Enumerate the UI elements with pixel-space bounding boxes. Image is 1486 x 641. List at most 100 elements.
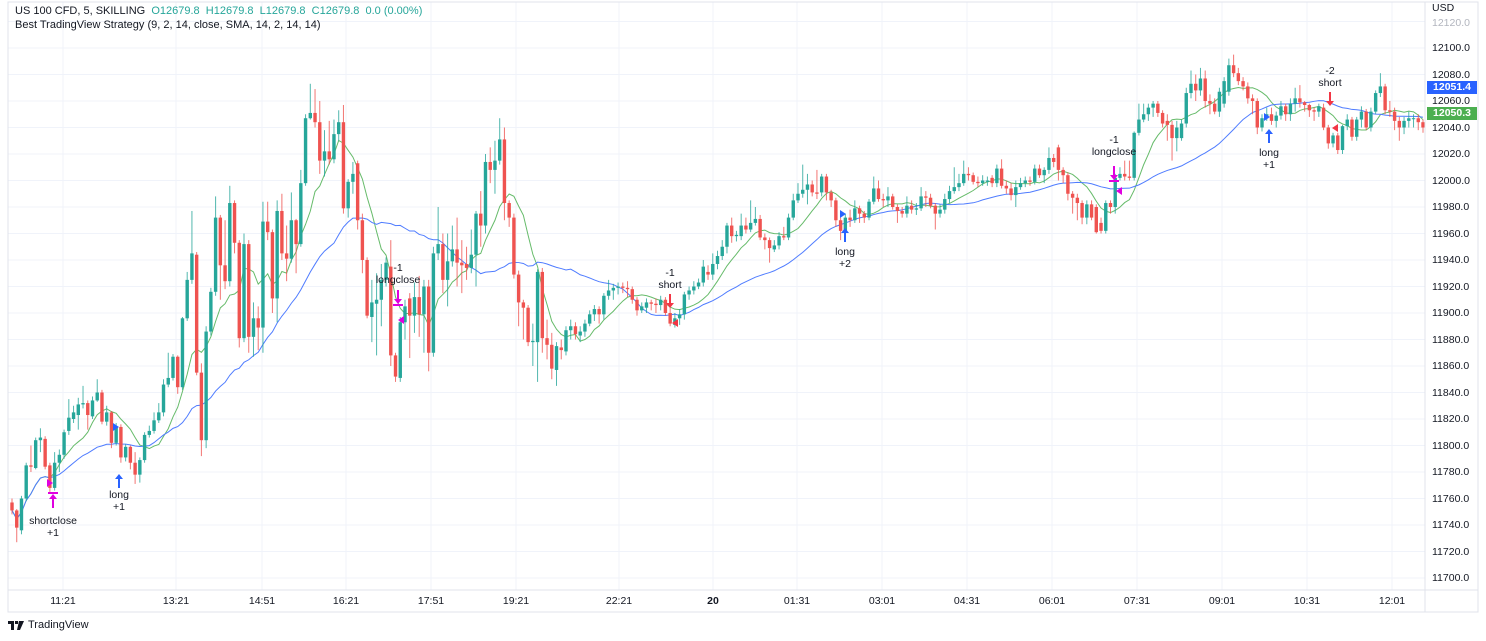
candle-body xyxy=(128,446,133,463)
high-value: H12679.8 xyxy=(205,5,254,17)
candle-body xyxy=(176,356,180,388)
candle xyxy=(753,207,758,226)
candle-body xyxy=(905,205,909,214)
candle-body xyxy=(507,203,511,218)
candle-body xyxy=(1085,204,1089,218)
candle xyxy=(933,203,938,230)
candle-body xyxy=(895,207,900,211)
candle xyxy=(658,295,663,311)
candle xyxy=(559,339,563,360)
candle-body xyxy=(313,112,317,123)
candle-body xyxy=(677,314,682,319)
candle-body xyxy=(280,210,284,254)
candle xyxy=(573,322,578,340)
candle xyxy=(1260,114,1264,132)
symbol-legend[interactable]: US 100 CFD, 5, SKILLING O12679.8 H12679.… xyxy=(15,5,422,17)
candle-body xyxy=(867,201,871,218)
price-tick: 11760.0 xyxy=(1432,492,1470,505)
candle-body xyxy=(370,302,374,317)
candle xyxy=(1123,160,1127,181)
candle xyxy=(611,283,616,300)
time-tick: 12:01 xyxy=(1378,595,1406,607)
candle-body xyxy=(62,432,66,455)
price-tick: 11900.0 xyxy=(1432,307,1470,319)
candle xyxy=(767,237,772,263)
candle xyxy=(928,193,933,209)
candle xyxy=(526,305,530,347)
candle xyxy=(95,379,99,402)
candle-body xyxy=(805,184,810,190)
candle xyxy=(1194,74,1198,101)
candle xyxy=(848,209,852,227)
candle xyxy=(1179,119,1184,141)
candle xyxy=(374,273,379,356)
candle xyxy=(1189,70,1193,99)
strategy-legend[interactable]: Best TradingView Strategy (9, 2, 14, clo… xyxy=(15,19,321,31)
candle-body xyxy=(635,299,639,311)
price-tick: 12080.0 xyxy=(1432,68,1470,81)
candle-body xyxy=(1345,119,1349,127)
candle xyxy=(1028,176,1032,186)
candle-body xyxy=(412,297,417,316)
candle-body xyxy=(1004,185,1009,189)
candle-body xyxy=(857,208,862,214)
candle-body xyxy=(938,209,942,214)
candle-body xyxy=(782,236,786,238)
candle xyxy=(1383,83,1387,115)
candle xyxy=(299,169,303,247)
candle xyxy=(654,298,658,313)
candle xyxy=(706,265,710,280)
candle-body xyxy=(971,175,975,182)
candle-body xyxy=(497,139,502,161)
candle-body xyxy=(483,161,488,226)
candle-body xyxy=(687,290,691,295)
candle xyxy=(1212,98,1217,115)
candle-body xyxy=(791,200,795,218)
candle xyxy=(232,200,237,254)
candle xyxy=(1137,103,1141,136)
candle-body xyxy=(114,426,118,443)
candle xyxy=(71,405,76,423)
signal-label-bottom: longclose xyxy=(1091,146,1137,158)
candle xyxy=(242,233,246,343)
candle xyxy=(57,449,62,472)
candle-body xyxy=(753,218,758,223)
candle-body xyxy=(265,221,270,233)
candle-body xyxy=(1288,103,1293,115)
candle xyxy=(52,452,57,491)
candle-body xyxy=(460,262,464,266)
candle-body xyxy=(213,217,218,292)
signal-label-bottom: short xyxy=(1318,77,1342,89)
candle-body xyxy=(890,196,895,207)
price-tick: 11860.0 xyxy=(1432,360,1470,372)
candle-body xyxy=(554,346,559,370)
candle-body xyxy=(819,176,824,193)
candle xyxy=(1146,103,1151,121)
time-tick: 19:21 xyxy=(502,595,530,607)
candle xyxy=(1184,87,1188,128)
candle xyxy=(711,253,715,280)
candle xyxy=(725,222,729,254)
signal-label: long +1 xyxy=(109,489,129,513)
candle xyxy=(796,183,800,204)
candle-body xyxy=(1137,119,1141,133)
candle xyxy=(176,355,180,394)
candle xyxy=(1302,101,1307,112)
candle-body xyxy=(1388,110,1392,112)
candle-body xyxy=(569,326,573,331)
candle-body xyxy=(521,302,526,308)
candle-body xyxy=(431,253,436,353)
candle-body xyxy=(38,437,43,441)
candle xyxy=(332,119,336,164)
candle-body xyxy=(838,220,843,231)
candle xyxy=(644,298,649,313)
candle-body xyxy=(933,205,938,214)
candle-body xyxy=(1407,118,1411,121)
tradingview-brand[interactable]: TradingView xyxy=(8,619,89,631)
candle-body xyxy=(318,122,322,161)
candle xyxy=(905,196,909,218)
candle-body xyxy=(1402,120,1406,128)
candle xyxy=(730,217,734,243)
candle-body xyxy=(1246,86,1250,99)
